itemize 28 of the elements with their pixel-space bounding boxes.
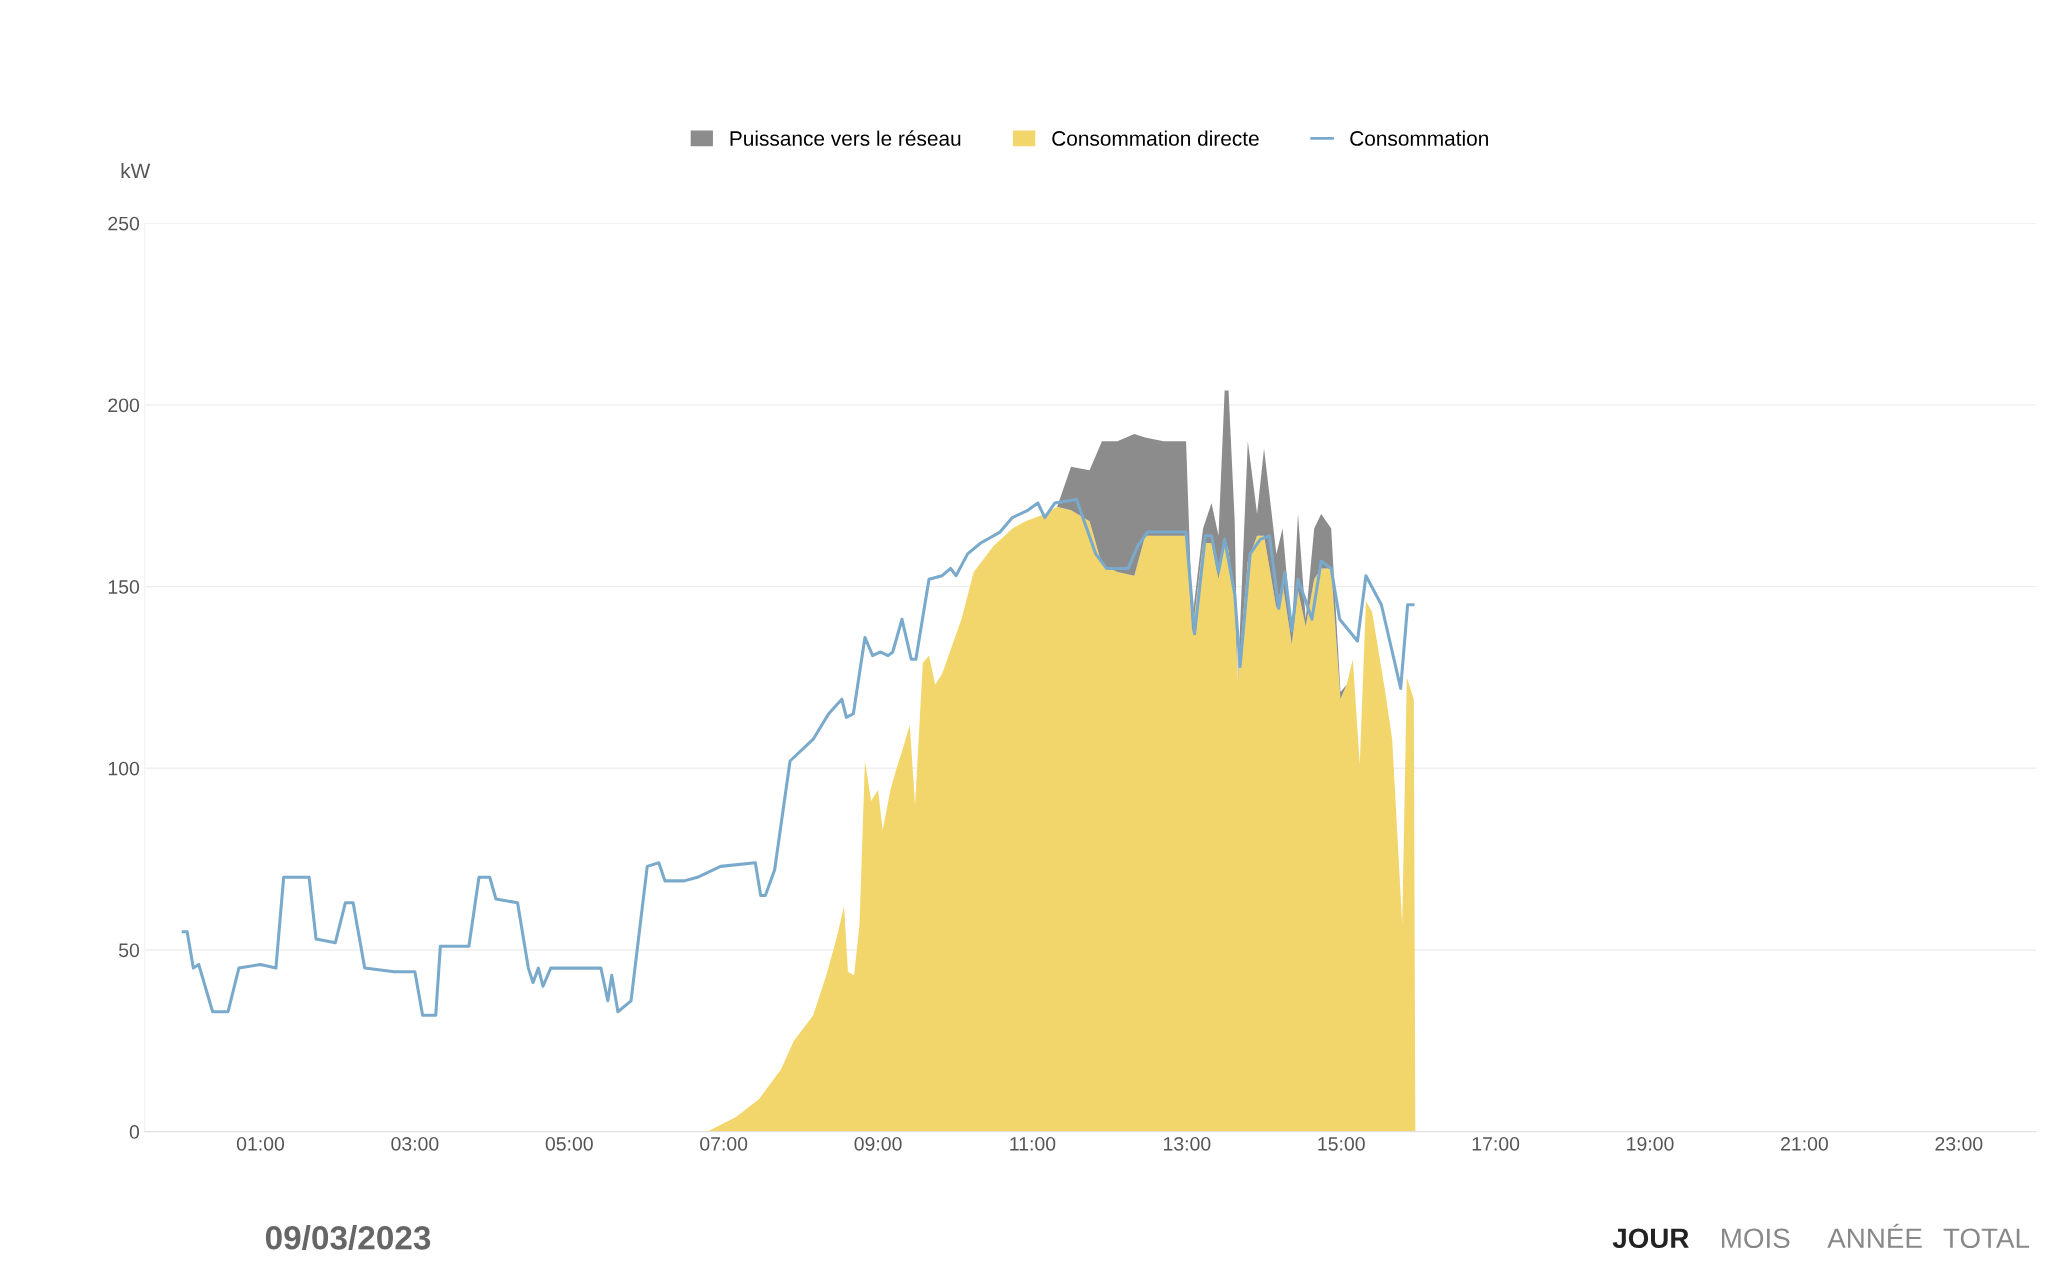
y-axis-title: kW xyxy=(121,162,151,179)
x-tick-label: 03:00 xyxy=(391,1136,439,1151)
y-tick-label: 0 xyxy=(129,1125,140,1139)
y-tick-label: 100 xyxy=(108,761,140,776)
x-tick-label: 21:00 xyxy=(1781,1136,1828,1151)
text: 09/03/2023 xyxy=(265,1225,431,1250)
y-tick-label: 150 xyxy=(108,580,140,594)
x-tick-label: 13:00 xyxy=(1163,1136,1211,1151)
legend-label: Consommation xyxy=(1350,130,1488,146)
legend-label: Puissance vers le réseau xyxy=(730,130,961,146)
y-tick-label: 50 xyxy=(118,943,140,958)
text: TOTAL xyxy=(1943,1228,2030,1249)
x-tick-label: 11:00 xyxy=(1010,1136,1056,1151)
x-tick-label: 01:00 xyxy=(236,1136,285,1151)
y-tick-label: 250 xyxy=(108,216,140,231)
x-tick-label: 17:00 xyxy=(1472,1136,1520,1151)
text: MOIS xyxy=(1722,1228,1790,1249)
x-tick-label: 05:00 xyxy=(545,1136,593,1151)
text: JOUR xyxy=(1612,1228,1689,1249)
x-tick-label: 19:00 xyxy=(1627,1136,1674,1151)
y-tick-label: 200 xyxy=(108,398,140,413)
x-tick-label: 23:00 xyxy=(1935,1136,1983,1151)
legend-label: Consommation directe xyxy=(1052,130,1259,146)
x-tick-label: 07:00 xyxy=(700,1136,748,1151)
x-tick-label: 15:00 xyxy=(1318,1136,1365,1151)
text: ANNÉE xyxy=(1827,1223,1922,1248)
line-series xyxy=(181,497,1415,1017)
x-tick-label: 09:00 xyxy=(854,1136,902,1151)
